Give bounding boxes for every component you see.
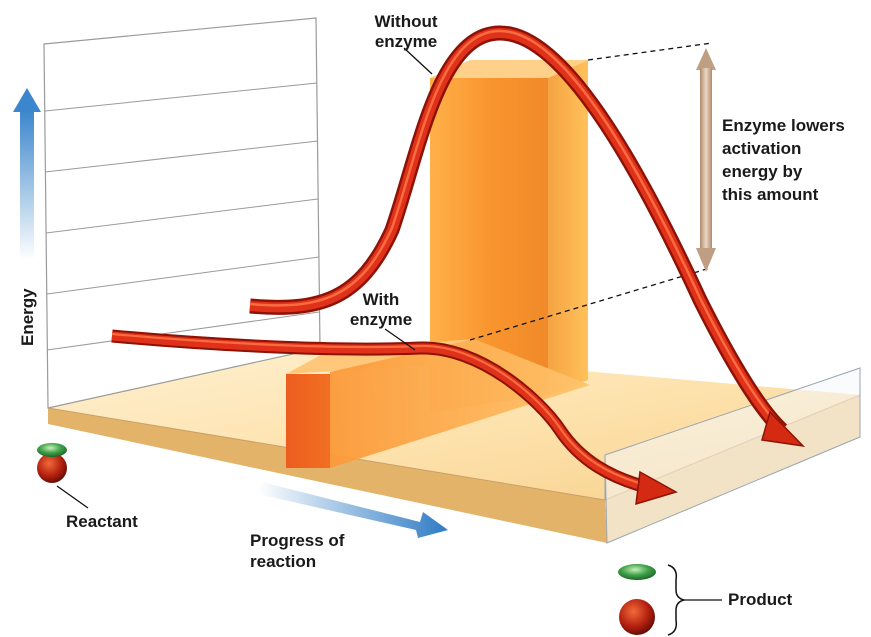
activation-difference-arrow <box>696 48 716 272</box>
reference-dashes <box>469 42 713 341</box>
enzyme-lowers-label: Enzyme lowers activation energy by this … <box>722 116 845 204</box>
energy-axis-arrow <box>13 88 41 260</box>
tall-energy-block <box>430 60 588 412</box>
with-enzyme-curve <box>111 329 678 506</box>
without-enzyme-curve <box>249 25 806 448</box>
with-enzyme-label: With enzyme <box>349 290 413 329</box>
without-enzyme-label: Without enzyme <box>374 12 438 51</box>
product-label: Product <box>728 590 793 609</box>
product-molecules-icon <box>618 564 656 635</box>
reactant-label: Reactant <box>66 512 138 531</box>
label-pointers <box>56 47 722 601</box>
reactant-molecule-icon <box>37 443 67 483</box>
progress-axis-arrow <box>258 482 448 538</box>
progress-axis-label: Progress of reaction <box>250 531 345 571</box>
product-brace <box>667 564 685 636</box>
energy-axis-label: Energy <box>18 288 37 346</box>
